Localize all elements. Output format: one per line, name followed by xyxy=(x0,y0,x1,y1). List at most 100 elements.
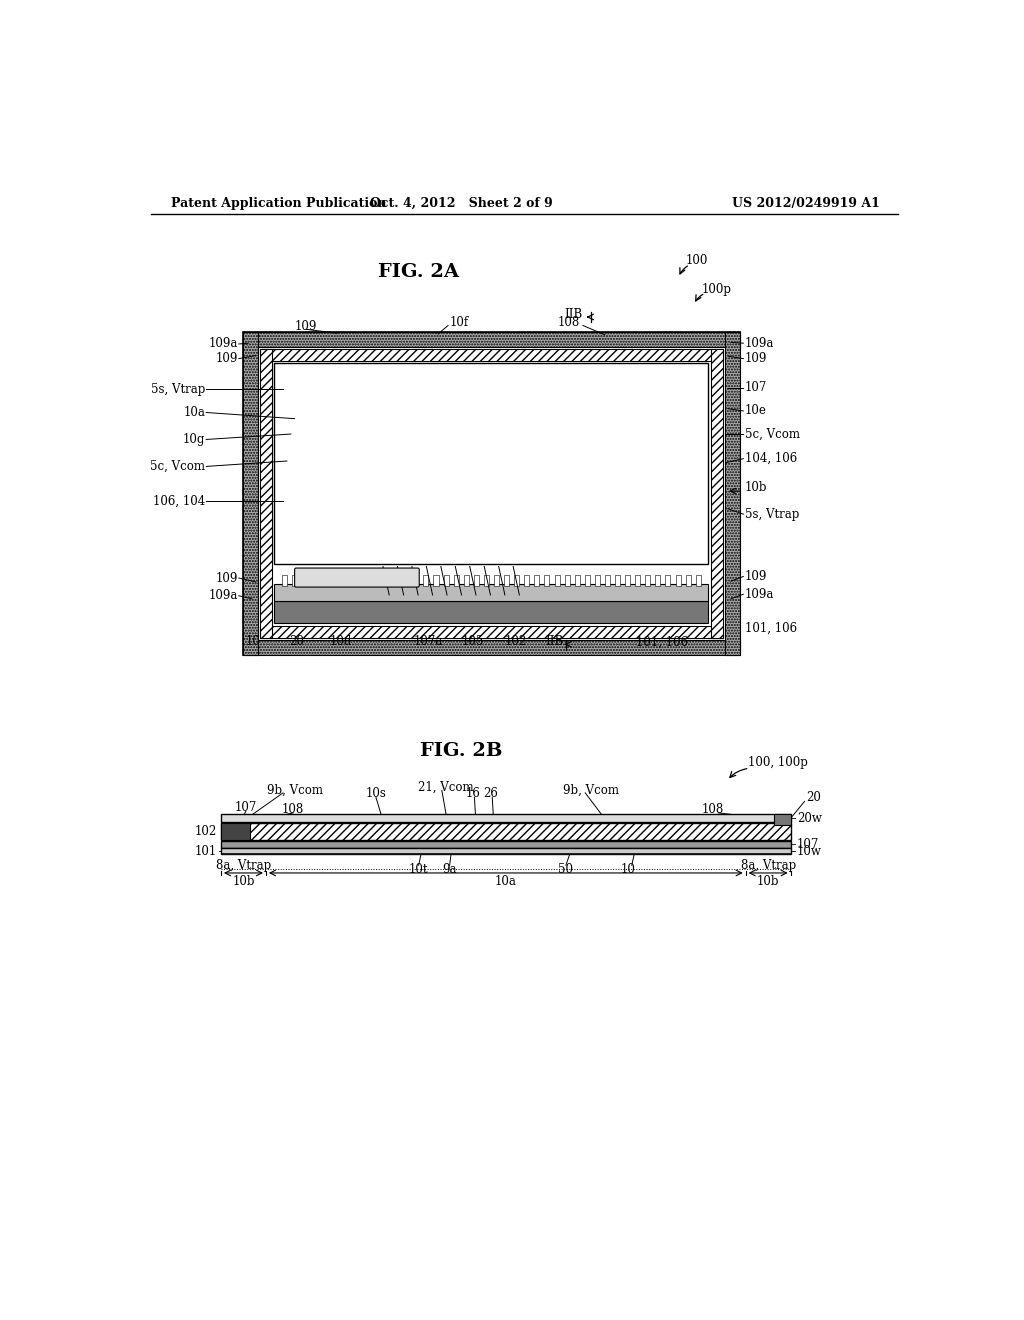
Text: 108: 108 xyxy=(558,315,580,329)
Text: 104, 106: 104, 106 xyxy=(744,453,797,465)
Bar xyxy=(595,576,600,586)
Bar xyxy=(283,576,288,586)
Text: 20: 20 xyxy=(806,791,821,804)
Bar xyxy=(625,576,630,586)
Bar xyxy=(725,331,740,655)
Bar xyxy=(535,576,540,586)
Bar xyxy=(524,576,529,586)
Bar xyxy=(676,576,681,586)
Text: 109: 109 xyxy=(744,352,767,366)
Text: 101: 101 xyxy=(195,845,217,858)
Bar xyxy=(464,576,469,586)
Text: 20: 20 xyxy=(290,635,304,648)
Bar xyxy=(221,822,251,840)
Text: 109: 109 xyxy=(216,572,238,585)
Text: 10b: 10b xyxy=(757,875,779,888)
Bar xyxy=(504,576,509,586)
Text: 101, 106: 101, 106 xyxy=(636,635,688,648)
Bar xyxy=(221,814,791,822)
Text: 109: 109 xyxy=(295,319,317,333)
Text: 50: 50 xyxy=(558,862,573,875)
Bar xyxy=(274,583,709,601)
Text: FIG. 2B: FIG. 2B xyxy=(420,742,503,760)
Bar xyxy=(373,576,378,586)
Text: 108: 108 xyxy=(702,803,724,816)
Bar xyxy=(564,576,569,586)
Bar xyxy=(343,576,348,586)
Text: FIG. 2A: FIG. 2A xyxy=(378,264,459,281)
Bar xyxy=(615,576,621,586)
Bar xyxy=(433,576,438,586)
Bar xyxy=(666,576,671,586)
Text: 10d: 10d xyxy=(330,635,352,648)
Text: 106, 104: 106, 104 xyxy=(154,495,206,508)
Bar xyxy=(243,331,740,347)
Text: 108: 108 xyxy=(282,803,304,816)
Text: 9b, Vcom: 9b, Vcom xyxy=(266,783,323,796)
Bar xyxy=(514,576,519,586)
Bar xyxy=(645,576,650,586)
Bar xyxy=(655,576,660,586)
Text: 102: 102 xyxy=(195,825,217,838)
Bar xyxy=(474,576,479,586)
Text: 109: 109 xyxy=(744,570,767,583)
Bar xyxy=(635,576,640,586)
Bar xyxy=(260,348,723,360)
Text: 107: 107 xyxy=(744,381,767,395)
Text: 9b, Vcom: 9b, Vcom xyxy=(563,783,620,796)
Text: Oct. 4, 2012   Sheet 2 of 9: Oct. 4, 2012 Sheet 2 of 9 xyxy=(370,197,553,210)
Text: US 2012/0249919 A1: US 2012/0249919 A1 xyxy=(732,197,880,210)
Text: 10t: 10t xyxy=(409,862,428,875)
Bar xyxy=(302,576,307,586)
FancyBboxPatch shape xyxy=(295,568,419,587)
Text: 26: 26 xyxy=(483,787,498,800)
Bar xyxy=(443,576,449,586)
Text: 109: 109 xyxy=(216,352,238,366)
Bar xyxy=(353,576,357,586)
Text: 10s: 10s xyxy=(366,787,386,800)
Bar xyxy=(333,576,338,586)
Bar xyxy=(454,576,459,586)
Text: 21, Vcom: 21, Vcom xyxy=(418,781,473,795)
Text: 10a: 10a xyxy=(183,407,206,418)
Text: 105: 105 xyxy=(462,635,484,648)
Text: 10g: 10g xyxy=(183,433,206,446)
Text: 109a: 109a xyxy=(209,338,238,351)
Text: 5c, Vcom: 5c, Vcom xyxy=(744,428,800,441)
Bar xyxy=(686,576,690,586)
Text: 100p: 100p xyxy=(701,282,731,296)
Text: 20w: 20w xyxy=(797,812,821,825)
Bar xyxy=(260,348,272,638)
Bar xyxy=(221,853,791,854)
Text: 101, 106: 101, 106 xyxy=(744,622,797,635)
Text: 10b: 10b xyxy=(744,482,767,495)
Text: 100: 100 xyxy=(686,255,709,268)
Bar xyxy=(323,576,328,586)
Bar xyxy=(221,841,791,847)
Text: 10: 10 xyxy=(246,635,261,648)
Bar xyxy=(292,576,297,586)
Bar xyxy=(414,576,419,586)
Bar xyxy=(711,348,723,638)
Text: Patent Application Publication: Patent Application Publication xyxy=(171,197,386,210)
Bar xyxy=(221,822,791,840)
Text: 5c, Vcom: 5c, Vcom xyxy=(151,459,206,473)
Bar xyxy=(423,576,428,586)
Bar xyxy=(362,576,368,586)
Bar xyxy=(274,601,709,623)
Text: 10f: 10f xyxy=(450,315,469,329)
Text: 109a: 109a xyxy=(744,337,774,350)
Bar xyxy=(585,576,590,586)
Text: 109a: 109a xyxy=(744,587,774,601)
Text: 16: 16 xyxy=(466,787,480,800)
Text: 10a: 10a xyxy=(495,875,517,888)
Bar xyxy=(243,331,258,655)
Text: 8a, Vtrap: 8a, Vtrap xyxy=(216,859,271,871)
Text: IIB: IIB xyxy=(546,635,563,648)
Text: 107: 107 xyxy=(797,838,819,851)
Bar xyxy=(494,576,499,586)
Text: 107: 107 xyxy=(234,801,257,814)
Bar xyxy=(484,576,488,586)
Text: 100, 100p: 100, 100p xyxy=(748,756,808,770)
Text: IIB: IIB xyxy=(564,308,583,321)
